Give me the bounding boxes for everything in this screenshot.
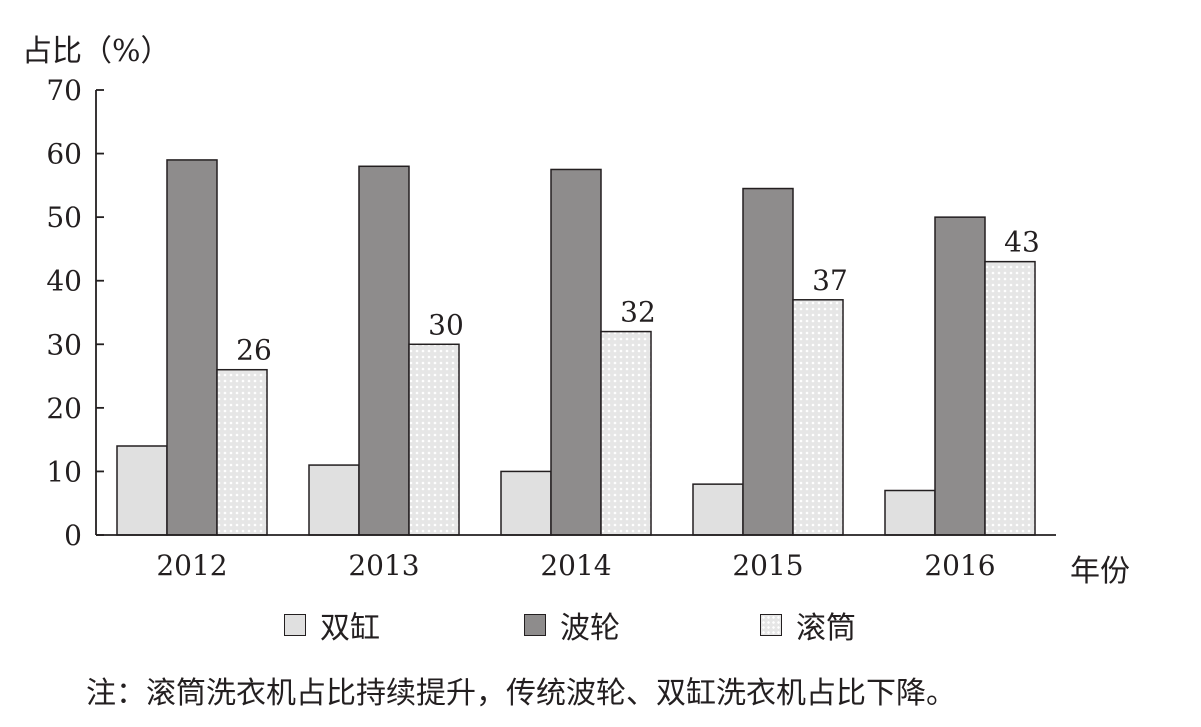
data-label-滚筒-2013: 30 bbox=[428, 308, 464, 341]
x-tick-label-2016: 2016 bbox=[924, 549, 995, 582]
y-tick-label-30: 30 bbox=[46, 328, 82, 361]
legend-swatch-波轮 bbox=[524, 614, 546, 636]
bar-波轮-2012 bbox=[166, 159, 218, 536]
legend-item-双缸: 双缸 bbox=[284, 603, 380, 647]
bar-波轮-2015 bbox=[742, 187, 794, 536]
y-tick-label-60: 60 bbox=[46, 138, 82, 171]
x-tick-label-2013: 2013 bbox=[348, 549, 419, 582]
x-tick-label-2015: 2015 bbox=[732, 549, 803, 582]
legend-label-波轮: 波轮 bbox=[560, 611, 620, 646]
chart-note: 注：滚筒洗衣机占比持续提升，传统波轮、双缸洗衣机占比下降。 bbox=[86, 676, 956, 711]
bar-滚筒-2016 bbox=[984, 260, 1036, 536]
bar-双缸-2015 bbox=[692, 483, 744, 536]
data-label-滚筒-2016: 43 bbox=[1004, 226, 1040, 259]
bar-滚筒-2014 bbox=[600, 330, 652, 536]
y-axis-label: 占比（%） bbox=[22, 34, 171, 69]
bar-波轮-2013 bbox=[358, 165, 410, 536]
bar-滚筒-2013 bbox=[408, 343, 460, 536]
bar-双缸-2012 bbox=[116, 445, 168, 536]
y-tick-label-20: 20 bbox=[46, 392, 82, 425]
y-tick-label-40: 40 bbox=[46, 265, 82, 298]
x-axis-label: 年份 bbox=[1070, 554, 1130, 589]
legend-label-双缸: 双缸 bbox=[320, 611, 380, 646]
legend-swatch-双缸 bbox=[284, 614, 306, 636]
bar-双缸-2016 bbox=[884, 489, 936, 536]
x-tick-label-2014: 2014 bbox=[540, 549, 611, 582]
bar-双缸-2014 bbox=[500, 470, 552, 536]
data-label-滚筒-2015: 37 bbox=[812, 264, 848, 297]
y-tick-label-50: 50 bbox=[46, 201, 82, 234]
bar-滚筒-2015 bbox=[792, 299, 844, 536]
bar-波轮-2016 bbox=[934, 216, 986, 536]
legend-item-波轮: 波轮 bbox=[524, 603, 620, 647]
bar-波轮-2014 bbox=[550, 168, 602, 536]
y-tick-label-70: 70 bbox=[46, 74, 82, 107]
y-tick-label-10: 10 bbox=[46, 455, 82, 488]
data-label-滚筒-2012: 26 bbox=[236, 334, 272, 367]
legend-swatch-滚筒 bbox=[760, 614, 782, 636]
y-tick-label-0: 0 bbox=[64, 519, 82, 552]
x-tick-label-2012: 2012 bbox=[156, 549, 227, 582]
bar-滚筒-2012 bbox=[216, 368, 268, 536]
legend-label-滚筒: 滚筒 bbox=[796, 611, 856, 646]
bar-双缸-2013 bbox=[308, 464, 360, 536]
legend-item-滚筒: 滚筒 bbox=[760, 603, 856, 647]
data-label-滚筒-2014: 32 bbox=[620, 296, 656, 329]
